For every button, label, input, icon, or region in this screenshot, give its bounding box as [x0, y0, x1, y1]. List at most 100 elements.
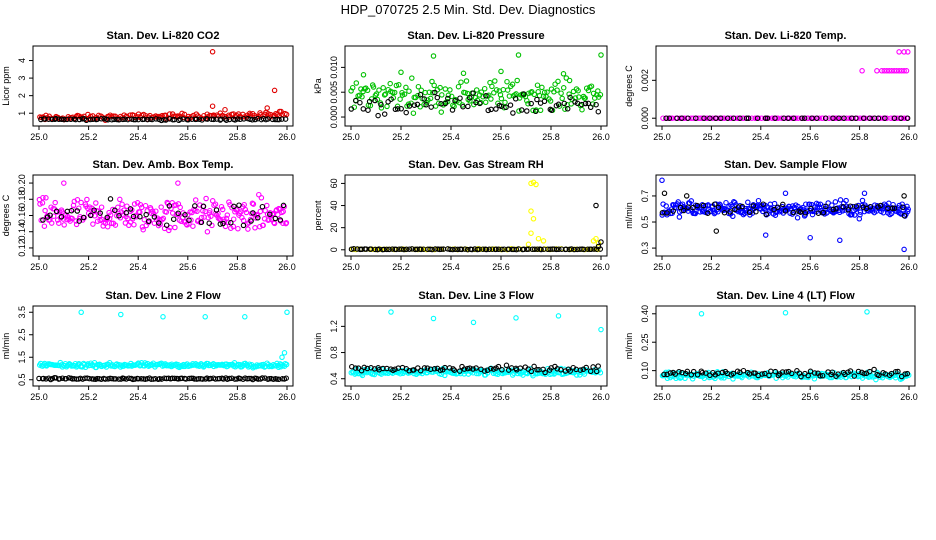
- data-point-reference: [685, 115, 691, 121]
- data-point-reference: [853, 203, 859, 209]
- data-point-instrument: [598, 326, 604, 333]
- data-point-instrument: [439, 92, 445, 98]
- data-point-instrument: [269, 211, 276, 218]
- data-point-instrument: [718, 375, 725, 381]
- data-point-reference: [853, 115, 859, 121]
- data-point-reference: [790, 209, 797, 216]
- data-point-instrument: [149, 208, 156, 214]
- data-point-instrument: [381, 92, 388, 98]
- y-tick-label: 20: [329, 223, 339, 233]
- data-point-instrument: [789, 115, 795, 121]
- x-tick-label: 25.4: [129, 132, 147, 142]
- y-tick-label: 0.4: [329, 372, 339, 385]
- data-point-reference: [661, 371, 667, 378]
- data-point-reference: [902, 371, 908, 377]
- data-point-instrument: [851, 212, 858, 218]
- data-point-reference: [61, 116, 67, 123]
- data-point-reference: [830, 206, 836, 213]
- data-point-instrument: [40, 194, 46, 201]
- y-axis-label: kPa: [313, 78, 323, 94]
- y-tick-label: 40: [329, 201, 339, 211]
- y-tick-label: 0.002: [640, 69, 650, 92]
- data-point-instrument: [442, 86, 449, 92]
- data-point-instrument: [397, 96, 403, 102]
- data-point-reference: [802, 210, 809, 216]
- data-point-reference: [534, 96, 540, 103]
- data-point-reference: [163, 222, 170, 228]
- data-point-instrument: [794, 215, 801, 221]
- data-point-reference: [213, 207, 220, 213]
- data-point-instrument: [188, 217, 194, 223]
- data-point-reference: [177, 116, 183, 123]
- x-tick-label: 25.6: [801, 262, 819, 272]
- data-point-reference: [279, 116, 285, 122]
- data-point-instrument: [260, 222, 266, 229]
- data-point-instrument: [190, 223, 196, 229]
- data-point-instrument: [212, 201, 219, 207]
- data-point-instrument: [415, 83, 422, 90]
- data-point-reference: [534, 246, 541, 252]
- y-tick-label: 60: [329, 178, 339, 188]
- data-point-reference: [348, 106, 355, 112]
- data-point-instrument: [380, 85, 386, 91]
- data-point-instrument: [482, 99, 489, 106]
- data-point-instrument: [224, 212, 231, 218]
- data-point-instrument: [566, 77, 573, 84]
- data-point-instrument: [276, 108, 283, 115]
- data-point-reference: [47, 212, 53, 218]
- data-point-reference: [166, 116, 173, 122]
- data-point-instrument: [159, 216, 165, 223]
- data-point-instrument: [373, 91, 380, 97]
- data-point-reference: [381, 111, 388, 117]
- data-point-instrument: [222, 106, 228, 113]
- data-point-reference: [452, 246, 459, 253]
- data-point-reference: [175, 210, 181, 217]
- data-point-instrument: [219, 206, 226, 213]
- data-point-reference: [524, 108, 530, 114]
- x-tick-label: 25.6: [179, 132, 197, 142]
- x-tick-label: 26.0: [592, 132, 610, 142]
- data-point-instrument: [901, 68, 907, 74]
- data-point-instrument: [869, 115, 875, 121]
- data-point-reference: [372, 97, 378, 104]
- data-point-reference: [280, 202, 287, 209]
- data-point-reference: [143, 211, 149, 218]
- data-point-instrument: [815, 201, 821, 208]
- data-point-instrument: [534, 82, 541, 88]
- x-tick-label: 25.8: [229, 262, 247, 272]
- data-point-reference: [867, 204, 874, 210]
- chart-title: Stan. Dev. Li-820 Pressure: [407, 30, 544, 42]
- data-point-instrument: [740, 211, 747, 218]
- data-point-reference: [801, 115, 808, 121]
- x-tick-label: 25.6: [492, 262, 510, 272]
- data-point-reference: [719, 369, 726, 376]
- data-point-reference: [406, 103, 413, 109]
- data-point-reference: [357, 99, 363, 106]
- data-point-instrument: [455, 83, 462, 90]
- data-point-instrument: [712, 375, 718, 382]
- data-point-reference: [156, 220, 162, 226]
- data-point-instrument: [873, 376, 879, 383]
- data-point-instrument: [406, 88, 412, 94]
- x-tick-label: 25.6: [179, 262, 197, 272]
- data-point-reference: [417, 91, 424, 98]
- figure-title: HDP_070725 2.5 Min. Std. Dev. Diagnostic…: [341, 2, 596, 17]
- data-point-instrument: [723, 199, 729, 206]
- data-point-reference: [457, 95, 463, 101]
- data-point-reference: [567, 368, 573, 374]
- x-tick-label: 25.2: [80, 132, 98, 142]
- data-point-reference: [904, 115, 911, 121]
- data-point-instrument: [250, 201, 257, 207]
- plot-frame: [32, 45, 294, 127]
- plot-frame: [655, 45, 916, 127]
- data-point-instrument: [525, 241, 532, 248]
- data-point-reference: [91, 376, 97, 382]
- data-point-reference: [466, 95, 473, 101]
- data-point-reference: [590, 364, 596, 370]
- data-point-instrument: [283, 220, 290, 226]
- plot-frame: [32, 174, 294, 257]
- data-point-reference: [109, 375, 115, 382]
- data-point-reference: [503, 362, 510, 369]
- data-point-instrument: [279, 354, 285, 361]
- data-point-reference: [104, 214, 110, 221]
